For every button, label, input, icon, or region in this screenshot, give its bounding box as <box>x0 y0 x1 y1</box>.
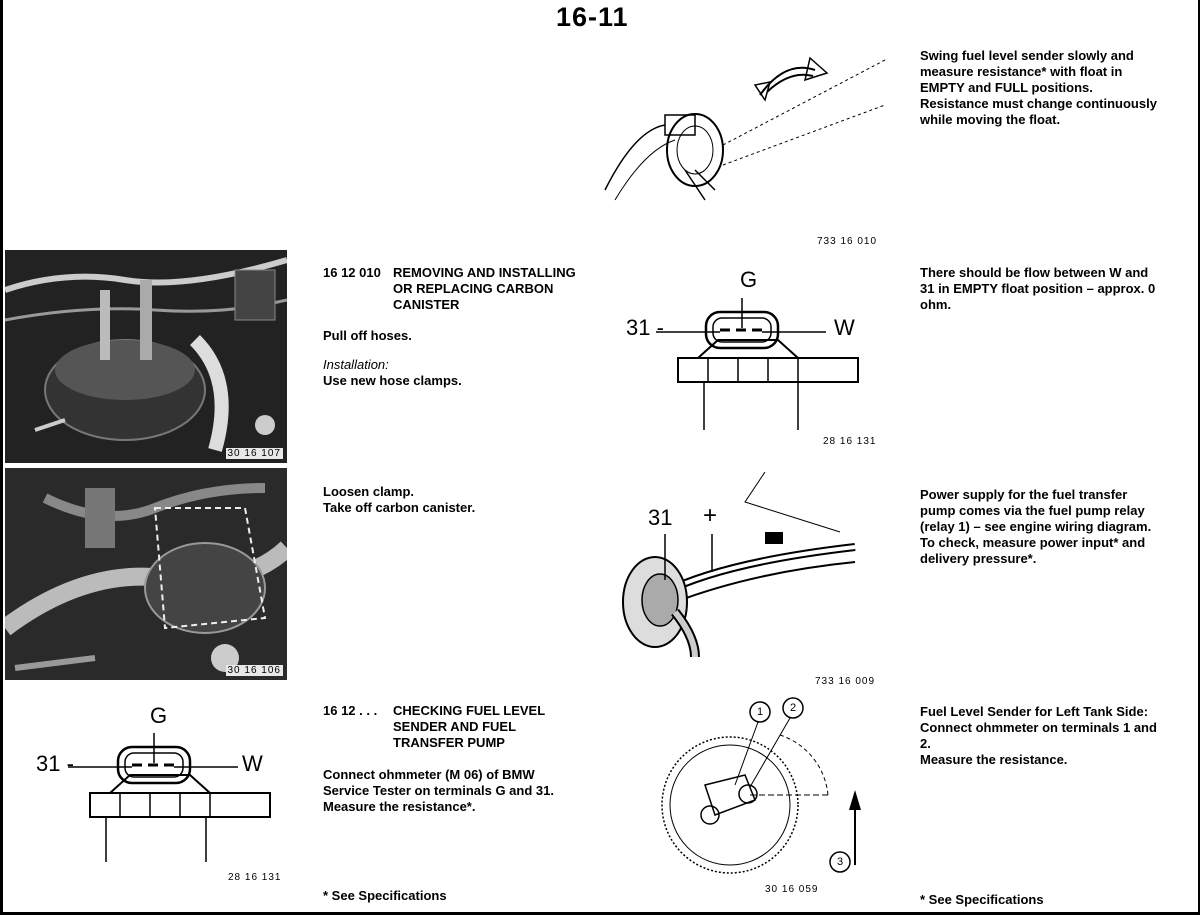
step-loosen-clamp-text: Loosen clamp. Take off carbon canister. <box>323 484 476 515</box>
diagram-caption: 28 16 131 <box>228 872 282 883</box>
fuel-sender-swing-figure <box>604 56 886 201</box>
terminal-31-label: 31 <box>648 505 673 530</box>
terminal-w-label: W <box>242 751 263 776</box>
instruction-left-tank-sender: Fuel Level Sender for Left Tank Side: Co… <box>920 704 1157 768</box>
page-number: 16-11 <box>556 2 629 32</box>
instruction-power-supply: Power supply for the fuel transfer pump … <box>920 487 1151 567</box>
tank-sender-figure <box>661 697 861 874</box>
instruction-power-supply-text: Power supply for the fuel transfer pump … <box>920 487 1152 566</box>
terminal-plus-label: + <box>703 502 718 529</box>
section-number: 16 12 . . . <box>323 703 378 718</box>
canister-clamp-photo: 30 16 106 <box>5 468 287 680</box>
instruction-swing-sender: Swing fuel level sender slowly and measu… <box>920 48 1157 128</box>
instruction-swing-sender-text: Swing fuel level sender slowly and measu… <box>920 48 1157 127</box>
instruction-flow-check-text: There should be flow between W and 31 in… <box>920 265 1156 312</box>
terminal-w-label: W <box>834 315 855 340</box>
section-carbon-canister: 16 12 010 REMOVING AND INSTALLING OR REPL… <box>323 265 603 313</box>
terminal-3-label: 3 <box>837 856 844 868</box>
step-pull-hoses: Pull off hoses. <box>323 328 412 343</box>
instruction-left-tank-sender-text: Fuel Level Sender for Left Tank Side: Co… <box>920 704 1157 767</box>
footnote-specifications: * See Specifications <box>323 888 447 903</box>
installation-label: Installation: <box>323 357 389 372</box>
figure-caption: 30 16 059 <box>765 884 819 895</box>
carbon-canister-photo-art <box>5 250 287 463</box>
step-connect-ohmmeter-text: Connect ohmmeter (M 06) of BMW Service T… <box>323 767 554 814</box>
section-check-sender: 16 12 . . . CHECKING FUEL LEVEL SENDER AN… <box>323 703 603 751</box>
terminal-31-label: 31 - <box>626 315 664 340</box>
terminal-g-label: G <box>740 267 758 292</box>
terminal-1-label: 1 <box>757 706 764 718</box>
footnote-specifications: * See Specifications <box>920 892 1044 907</box>
section-title: REMOVING AND INSTALLING OR REPLACING CAR… <box>393 265 576 312</box>
canister-clamp-photo-art <box>5 468 287 680</box>
step-new-hose-clamps: Use new hose clamps. <box>323 373 462 388</box>
section-title: CHECKING FUEL LEVEL SENDER AND FUEL TRAN… <box>393 703 546 750</box>
connector-diagram-left <box>68 733 271 862</box>
connector-diagram-center <box>656 298 859 430</box>
terminal-g-label: G <box>150 703 168 728</box>
step-loosen-clamp: Loosen clamp. Take off carbon canister. <box>323 484 475 516</box>
photo-caption: 30 16 107 <box>225 448 283 459</box>
section-number: 16 12 010 <box>323 265 381 280</box>
carbon-canister-photo: 30 16 107 <box>5 250 287 463</box>
photo-caption: 30 16 106 <box>225 665 283 676</box>
terminal-2-label: 2 <box>790 702 797 714</box>
terminal-31-label: 31 - <box>36 751 74 776</box>
figure-caption: 733 16 009 <box>815 676 876 687</box>
step-connect-ohmmeter: Connect ohmmeter (M 06) of BMW Service T… <box>323 767 554 815</box>
instruction-flow-check: There should be flow between W and 31 in… <box>920 265 1155 313</box>
figure-caption: 28 16 131 <box>823 436 877 447</box>
fuel-transfer-pump-figure <box>622 471 856 658</box>
figure-caption: 733 16 010 <box>817 236 878 247</box>
